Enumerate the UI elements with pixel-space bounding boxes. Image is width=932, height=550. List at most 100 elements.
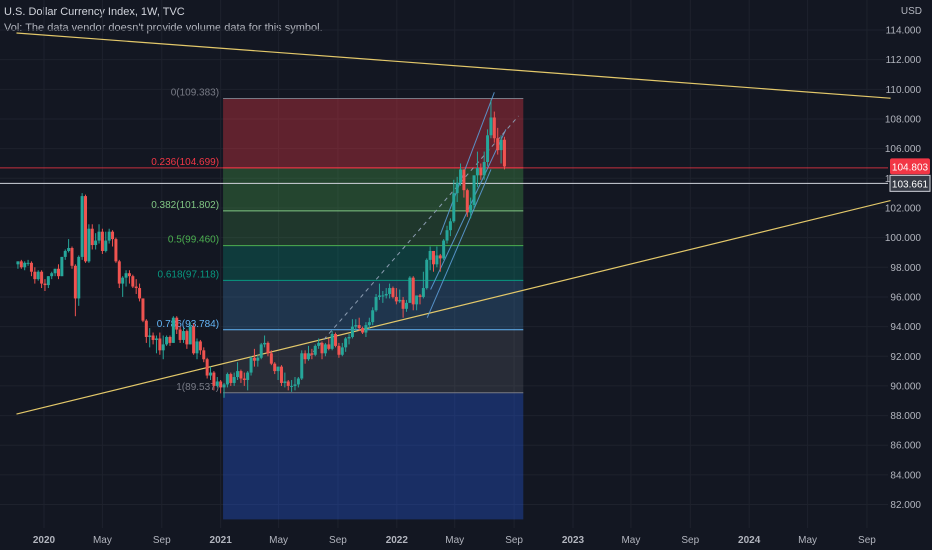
candle-body <box>307 353 310 360</box>
fib-level-label: 0(109.383) <box>171 87 219 98</box>
y-tick-label: 82.000 <box>890 500 921 511</box>
fib-zone <box>223 98 524 168</box>
candle-body <box>144 320 148 337</box>
candle-body <box>236 371 240 378</box>
price-markers: 104.803 103.661 <box>889 158 931 192</box>
fib-zone <box>223 329 524 393</box>
y-tick-label: 84.000 <box>890 470 921 481</box>
candle-body <box>198 341 202 351</box>
candle-body <box>104 240 108 251</box>
candle-body <box>384 293 388 296</box>
channel-upper <box>439 92 495 235</box>
y-tick-label: 108.000 <box>885 114 922 125</box>
candle-body <box>313 345 317 355</box>
candle-body <box>67 248 71 251</box>
candles <box>16 99 506 398</box>
y-tick-label: 94.000 <box>890 322 921 333</box>
candle-body <box>219 381 223 388</box>
y-tick-label: 92.000 <box>890 352 921 363</box>
candle-body <box>432 250 436 265</box>
crosshair-price-badge <box>889 174 931 192</box>
candle-body <box>43 283 47 286</box>
candle-body <box>344 338 348 348</box>
candle-body <box>232 377 236 383</box>
candle-body <box>19 261 23 268</box>
candle-body <box>141 298 145 321</box>
candle-body <box>29 262 33 272</box>
candle-body <box>33 271 37 280</box>
candle-body <box>357 325 361 329</box>
candle-body <box>371 310 375 323</box>
candle-body <box>36 271 40 280</box>
candle-body <box>70 248 74 266</box>
candle-body <box>100 231 104 251</box>
x-tick-label: 2020 <box>33 535 56 546</box>
candle-body <box>90 228 94 246</box>
y-tick-label: 86.000 <box>890 441 921 452</box>
candle-body <box>94 240 98 246</box>
chart-title: U.S. Dollar Currency Index, 1W, TVC <box>4 6 185 18</box>
candle-body <box>121 277 125 284</box>
candle-body <box>185 331 189 345</box>
candle-body <box>246 372 250 380</box>
candle-body <box>192 326 196 354</box>
candle-body <box>276 366 280 372</box>
x-tick-label: Sep <box>153 535 171 546</box>
candle-body <box>290 385 294 387</box>
candle-body <box>259 344 263 358</box>
y-tick-label: 106.000 <box>885 144 922 155</box>
candle-body <box>350 326 354 337</box>
candle-body <box>73 265 77 299</box>
candle-body <box>161 344 165 351</box>
candle-body <box>469 204 473 213</box>
candle-body <box>60 256 64 277</box>
crosshair-price-label: 103.661 <box>892 179 929 190</box>
fib-zone <box>223 210 524 246</box>
candle-body <box>171 317 175 343</box>
candle-body <box>438 255 442 259</box>
candle-body <box>479 167 483 176</box>
candle-body <box>63 250 67 257</box>
candle-body <box>340 347 344 355</box>
candle-body <box>489 117 493 136</box>
candle-body <box>445 230 449 241</box>
candle-body <box>323 344 327 354</box>
candle-body <box>381 295 385 297</box>
candle-body <box>154 338 158 340</box>
candle-body <box>296 378 300 385</box>
candle-body <box>188 326 192 345</box>
fib-level-label: 0.786(93.784) <box>157 319 219 330</box>
candle-body <box>56 268 60 277</box>
channel-lower <box>426 169 492 318</box>
x-tick-label: 2021 <box>210 535 233 546</box>
candle-body <box>452 193 456 222</box>
candle-body <box>209 372 213 376</box>
fib-zone <box>223 245 524 281</box>
candle-body <box>320 342 324 354</box>
y-tick-label: 100.000 <box>885 233 922 244</box>
candle-body <box>138 288 142 299</box>
x-tick-label: Sep <box>505 535 523 546</box>
x-tick-label: 2022 <box>386 535 409 546</box>
fib-zone <box>223 392 524 520</box>
candle-body <box>50 273 54 277</box>
candle-body <box>347 336 351 339</box>
fib-level-label: 0.5(99.460) <box>168 235 219 246</box>
candle-body <box>114 239 118 262</box>
candle-body <box>87 228 91 262</box>
candle-body <box>486 135 490 162</box>
candle-body <box>117 261 121 284</box>
candle-body <box>364 325 368 333</box>
candle-body <box>165 336 169 345</box>
candle-body <box>202 350 206 360</box>
fib-levels: 0(109.383) 0.236(104.699) 0.382(101.802) 0.… <box>0 87 888 394</box>
candle-body <box>80 196 84 257</box>
y-tick-label: 98.000 <box>890 263 921 274</box>
candle-body <box>256 357 260 361</box>
candle-body <box>472 175 476 205</box>
candle-body <box>131 276 135 287</box>
candle-body <box>448 221 452 231</box>
candle-body <box>181 331 185 340</box>
channel-dashed <box>307 115 519 359</box>
